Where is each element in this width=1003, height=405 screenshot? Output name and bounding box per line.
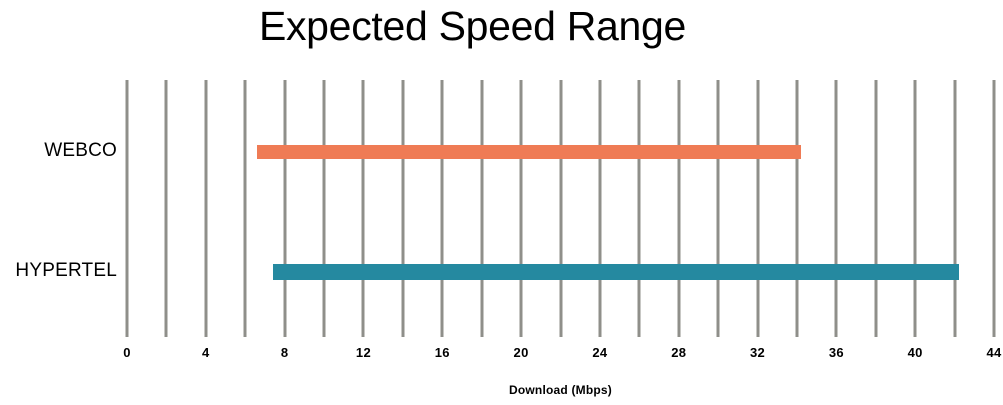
gridline [125, 80, 129, 337]
gridline [204, 80, 208, 337]
gridline [164, 80, 168, 337]
gridline [795, 80, 799, 337]
x-tick-label: 8 [280, 345, 289, 360]
x-tick-label: 32 [750, 345, 766, 360]
x-tick-label: 20 [513, 345, 529, 360]
gridline [953, 80, 957, 337]
x-tick-label: 44 [986, 345, 1002, 360]
x-tick-label: 40 [907, 345, 923, 360]
category-label-webco: WEBCO [44, 140, 117, 161]
gridline [401, 80, 405, 337]
gridline [598, 80, 602, 337]
x-axis-tick-labels: 0 4 8 12 16 20 24 28 32 36 40 44 [123, 345, 1001, 365]
range-bar-hypertel [272, 264, 959, 280]
gridline [519, 80, 523, 337]
gridline [637, 80, 641, 337]
gridline [283, 80, 287, 337]
x-tick-label: 16 [434, 345, 450, 360]
gridline [243, 80, 247, 337]
plot-area [125, 80, 996, 337]
gridline [361, 80, 365, 337]
chart-title: Expected Speed Range [258, 3, 687, 49]
category-label-hypertel: HYPERTEL [15, 260, 117, 281]
gridline [322, 80, 326, 337]
gridline [913, 80, 917, 337]
x-tick-label: 4 [202, 345, 210, 360]
x-tick-label: 0 [123, 345, 131, 360]
x-tick-label: 28 [671, 345, 687, 360]
category-axis: WEBCO HYPERTEL [0, 80, 117, 337]
x-tick-label: 12 [355, 345, 371, 360]
x-axis-title: Download (Mbps) [509, 383, 612, 397]
gridline [480, 80, 484, 337]
gridline [677, 80, 681, 337]
range-bar-webco [257, 145, 801, 159]
gridline [992, 80, 996, 337]
gridline [834, 80, 838, 337]
gridline [440, 80, 444, 337]
gridline [874, 80, 878, 337]
gridline [559, 80, 562, 337]
gridline [716, 80, 720, 337]
x-tick-label: 36 [828, 345, 844, 360]
x-tick-label: 24 [592, 345, 608, 360]
gridline [756, 80, 760, 337]
